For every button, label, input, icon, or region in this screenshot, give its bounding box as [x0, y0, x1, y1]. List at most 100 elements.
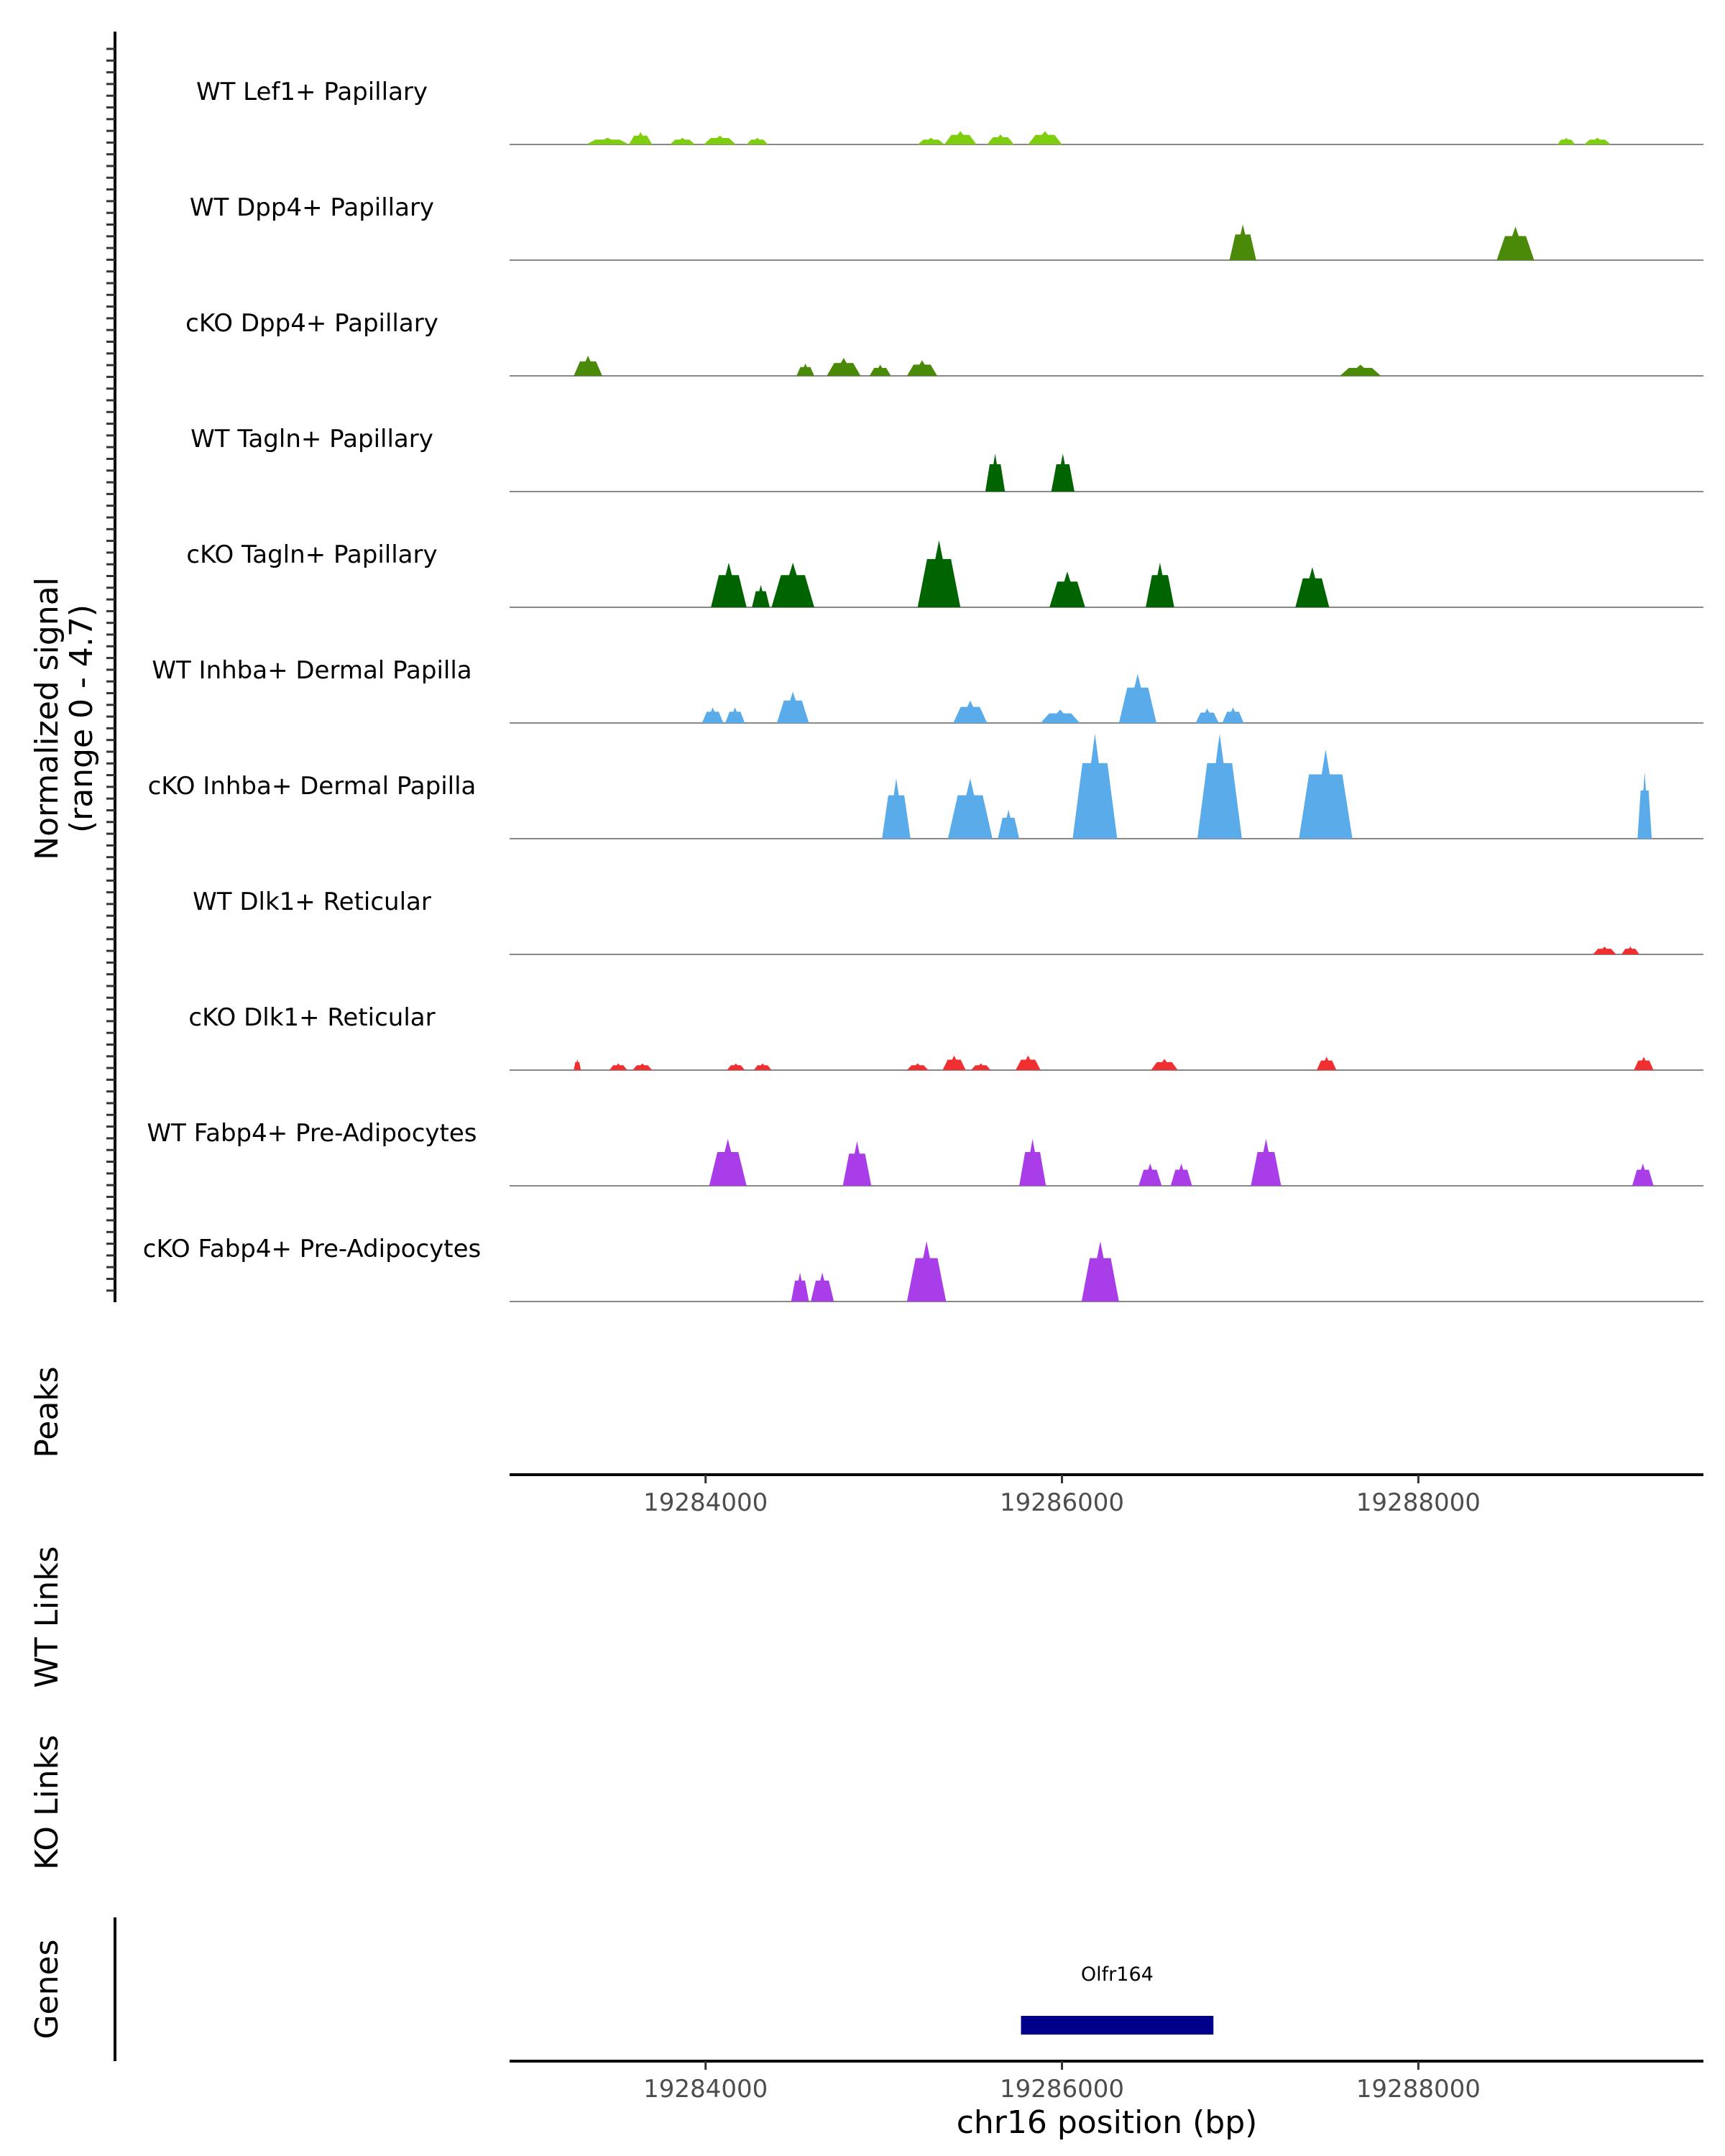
coverage-peak [1593, 946, 1616, 954]
track-6: cKO Inhba+ Dermal Papilla [148, 734, 1703, 839]
coverage-peak [1072, 734, 1118, 839]
coverage-peak [906, 1241, 947, 1302]
track-label: WT Dlk1+ Reticular [193, 888, 431, 916]
coverage-peak [796, 363, 814, 376]
coverage-peak [1170, 1163, 1192, 1186]
track-4: cKO Tagln+ Papillary [186, 540, 1703, 608]
coverage-peak [917, 137, 944, 144]
genes-x-ticks: 19284000 19286000 19288000 [643, 2061, 1481, 2104]
track-8: cKO Dlk1+ Reticular [188, 1003, 1703, 1071]
y-axis-title: Normalized signal [29, 577, 65, 860]
track-2: cKO Dpp4+ Papillary [185, 309, 1703, 377]
track-9: WT Fabp4+ Pre-Adipocytes [147, 1119, 1703, 1187]
coverage-peak [1299, 749, 1353, 839]
genes-track-label: Genes [29, 1939, 65, 2039]
track-label: cKO Inhba+ Dermal Papilla [148, 772, 477, 801]
coverage-peak [1028, 131, 1062, 144]
coverage-peak [985, 453, 1006, 492]
coverage-tracks: WT Lef1+ Papillary WT Dpp4+ Papillary cKO … [143, 78, 1703, 1302]
coverage-peak [947, 778, 993, 839]
coverage-peak [1151, 1059, 1178, 1070]
coverage-peak [1317, 1056, 1337, 1070]
track-7: WT Dlk1+ Reticular [193, 888, 1703, 955]
coverage-y-ticks [106, 47, 115, 1292]
track-label: cKO Fabp4+ Pre-Adipocytes [143, 1235, 482, 1263]
coverage-peak [1634, 1056, 1654, 1070]
coverage-peak [942, 1055, 966, 1070]
coverage-peak [1340, 364, 1381, 376]
gene-annotations: Olfr164 [1021, 1963, 1214, 2035]
coverage-peak [882, 778, 911, 839]
track-label: cKO Dpp4+ Papillary [185, 309, 438, 338]
track-label: WT Fabp4+ Pre-Adipocytes [147, 1119, 477, 1148]
coverage-peak [1621, 946, 1639, 954]
coverage-peak [1019, 1138, 1046, 1186]
coverage-peak [917, 540, 961, 607]
x-tick-label: 19284000 [643, 1488, 768, 1517]
coverage-peak [752, 584, 770, 607]
coverage-peak [1040, 709, 1080, 723]
coverage-peak [1049, 571, 1085, 607]
coverage-peak [629, 132, 653, 144]
coverage-peak [1496, 226, 1535, 260]
coverage-peak [1632, 1163, 1654, 1186]
wt-links-track-label: WT Links [29, 1546, 65, 1687]
coverage-peak [1222, 707, 1244, 723]
coverage-peak [771, 562, 814, 607]
track-3: WT Tagln+ Papillary [190, 425, 1703, 492]
coverage-peak [586, 137, 630, 144]
x-tick-label: 19288000 [1356, 2075, 1481, 2104]
coverage-peak [574, 1059, 581, 1070]
x-tick-label: 19288000 [1356, 1488, 1481, 1517]
track-10: cKO Fabp4+ Pre-Adipocytes [143, 1235, 1703, 1302]
gene-body [1021, 2016, 1214, 2035]
ko-links-track-label: KO Links [29, 1735, 65, 1870]
coverage-peak [711, 562, 747, 607]
coverage-peak [1251, 1138, 1282, 1186]
coverage-peak [987, 134, 1014, 144]
coverage-peak [944, 131, 977, 144]
coverage-peak [704, 135, 736, 144]
coverage-peak [776, 691, 809, 723]
coverage-peak [869, 364, 891, 376]
coverage-peak [953, 700, 988, 723]
x-tick-label: 19284000 [643, 2075, 768, 2104]
coverage-peak [709, 1138, 747, 1186]
y-axis-range: (range 0 - 4.7) [63, 604, 100, 833]
track-5: WT Inhba+ Dermal Papilla [152, 656, 1703, 724]
coverage-peak [842, 1141, 872, 1186]
x-tick-label: 19286000 [1000, 2075, 1124, 2104]
track-label: WT Dpp4+ Papillary [190, 193, 434, 222]
coverage-peak [906, 1063, 929, 1070]
coverage-peak [670, 137, 695, 144]
coverage-peak [810, 1272, 834, 1302]
peaks-track-label: Peaks [29, 1366, 65, 1457]
coverage-peak [1081, 1241, 1119, 1302]
coverage-peak [724, 707, 745, 723]
coverage-peak [1146, 562, 1174, 607]
coverage-peak [1197, 734, 1242, 839]
coverage-peak [906, 360, 937, 376]
track-label: WT Inhba+ Dermal Papilla [152, 656, 472, 685]
coverage-peak [702, 707, 724, 723]
coverage-peak [753, 1063, 772, 1070]
coverage-peak [1557, 137, 1576, 144]
track-label: WT Tagln+ Papillary [190, 425, 433, 453]
coverage-peak [1295, 567, 1330, 607]
coverage-peak [574, 356, 602, 376]
coverage-peak [632, 1063, 653, 1070]
coverage-peak [1583, 137, 1611, 144]
coverage-peak [998, 809, 1020, 839]
coverage-peak [746, 137, 768, 144]
coverage-peak [1637, 771, 1652, 839]
coverage-peak [1195, 708, 1219, 723]
coverage-peak [971, 1063, 991, 1070]
coverage-peak [827, 358, 861, 376]
coverage-peak [1051, 453, 1075, 492]
track-label: cKO Dlk1+ Reticular [188, 1003, 435, 1032]
coverage-peak [1118, 673, 1156, 723]
gene-label: Olfr164 [1081, 1963, 1154, 1986]
coverage-peak [1138, 1163, 1162, 1186]
track-label: WT Lef1+ Papillary [196, 78, 428, 106]
